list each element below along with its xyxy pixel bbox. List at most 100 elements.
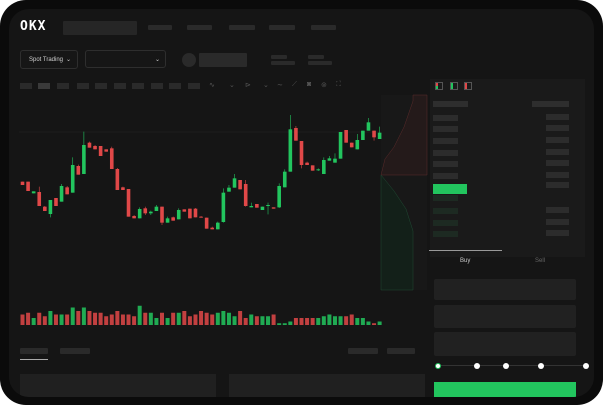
volume-bar — [249, 314, 254, 325]
fullscreen-icon[interactable]: ⛶ — [336, 81, 341, 88]
orderbook-bids-icon[interactable] — [450, 82, 458, 90]
volume-bar — [349, 314, 354, 325]
candlestick-chart[interactable] — [9, 9, 594, 397]
orderbook-header-amount — [532, 101, 569, 107]
orderbook-price[interactable] — [433, 126, 458, 132]
timeframe-button[interactable] — [77, 83, 89, 89]
settings-icon[interactable]: ⊚ — [321, 82, 327, 89]
buy-button[interactable] — [434, 382, 576, 397]
candle — [327, 158, 332, 161]
slider-handle[interactable] — [435, 363, 441, 369]
timeframe-button[interactable] — [114, 83, 126, 89]
camera-icon[interactable]: ◙ — [307, 81, 312, 88]
ruler-icon[interactable]: ⟋ — [292, 81, 297, 88]
orderbook-price[interactable] — [433, 115, 458, 121]
line-icon[interactable]: ∼ — [277, 82, 283, 89]
logo[interactable]: OKX — [20, 19, 47, 34]
candle — [249, 206, 254, 208]
nav-item[interactable] — [269, 25, 295, 30]
orderbook-amount — [546, 149, 569, 155]
volume-bar — [316, 318, 321, 325]
candle — [266, 205, 270, 206]
timeframe-button[interactable] — [151, 83, 163, 89]
price-input[interactable] — [434, 279, 576, 300]
candle — [182, 209, 187, 212]
volume-bar — [148, 312, 153, 325]
stat-value — [271, 61, 295, 65]
chevron-down-icon[interactable]: ⌄ — [229, 82, 235, 89]
timeframe-button[interactable] — [20, 83, 32, 89]
candle — [199, 216, 203, 218]
candle — [37, 192, 42, 206]
orderbook-amount — [546, 230, 569, 236]
volume-bar — [154, 318, 159, 325]
search-bar[interactable] — [63, 21, 137, 35]
candle — [176, 210, 181, 220]
nav-item[interactable] — [148, 25, 172, 30]
volume-bar — [87, 311, 92, 325]
market-selector[interactable]: Spot Trading ⌄ — [20, 50, 78, 69]
timeframe-button[interactable] — [188, 83, 200, 89]
drawing-icon[interactable]: ⊳ — [245, 82, 251, 89]
nav-item[interactable] — [229, 25, 255, 30]
orderbook-price[interactable] — [433, 138, 458, 144]
orderbook-both-icon[interactable] — [435, 82, 443, 90]
candle — [82, 145, 86, 174]
volume-bar — [332, 316, 337, 325]
orderbook-price[interactable] — [433, 150, 458, 156]
orderbook-amount — [546, 125, 569, 131]
coin-avatar — [182, 53, 196, 67]
indicator-icon[interactable]: ∿ — [209, 82, 215, 89]
volume-bar — [115, 311, 120, 325]
orderbook-price[interactable] — [433, 208, 458, 214]
slider-stop[interactable] — [503, 363, 509, 369]
slider-stop[interactable] — [474, 363, 480, 369]
slider-stop[interactable] — [583, 363, 589, 369]
volume-bar — [232, 316, 237, 325]
candle — [349, 142, 354, 148]
orderbook-price[interactable] — [433, 195, 458, 201]
tab-history[interactable] — [60, 348, 90, 354]
volume-bar — [254, 316, 259, 325]
candle — [377, 132, 382, 139]
pair-dropdown[interactable]: ⌄ — [85, 50, 166, 68]
candle — [361, 130, 365, 140]
volume-bar — [70, 307, 75, 325]
timeframe-button[interactable] — [169, 83, 181, 89]
volume-bar — [104, 316, 109, 325]
nav-item[interactable] — [311, 25, 336, 30]
slider-stop[interactable] — [538, 363, 544, 369]
volume-bar — [176, 312, 181, 325]
filter-button[interactable] — [387, 348, 415, 354]
tab-sell[interactable]: Sell — [535, 258, 546, 264]
timeframe-button[interactable] — [132, 83, 144, 89]
tab-buy[interactable]: Buy — [460, 258, 471, 264]
candle — [115, 169, 120, 190]
volume-bar — [221, 311, 226, 325]
timeframe-button[interactable] — [57, 83, 69, 89]
timeframe-button[interactable] — [95, 83, 107, 89]
orderbook-amount — [546, 182, 569, 188]
timeframe-button[interactable] — [38, 83, 50, 89]
orderbook-price[interactable] — [433, 173, 458, 179]
percent-slider[interactable] — [437, 365, 587, 366]
filter-button[interactable] — [348, 348, 378, 354]
volume-bar — [355, 318, 360, 325]
chevron-down-icon[interactable]: ⌄ — [263, 82, 269, 89]
orderbook-price[interactable] — [433, 161, 458, 167]
volume-bar — [305, 318, 310, 325]
volume-bar — [160, 312, 164, 325]
tab-open-orders[interactable] — [20, 348, 48, 354]
amount-input[interactable] — [434, 305, 576, 328]
nav-item[interactable] — [187, 25, 212, 30]
volume-bar — [271, 314, 276, 325]
candle — [204, 217, 209, 229]
orderbook-asks-icon[interactable] — [464, 82, 472, 90]
candle — [193, 208, 198, 218]
candle — [54, 198, 58, 206]
orderbook-price[interactable] — [433, 231, 458, 237]
orderbook-price[interactable] — [433, 220, 458, 226]
total-input[interactable] — [434, 332, 576, 356]
candle — [137, 209, 142, 219]
volume-bar — [282, 323, 287, 325]
